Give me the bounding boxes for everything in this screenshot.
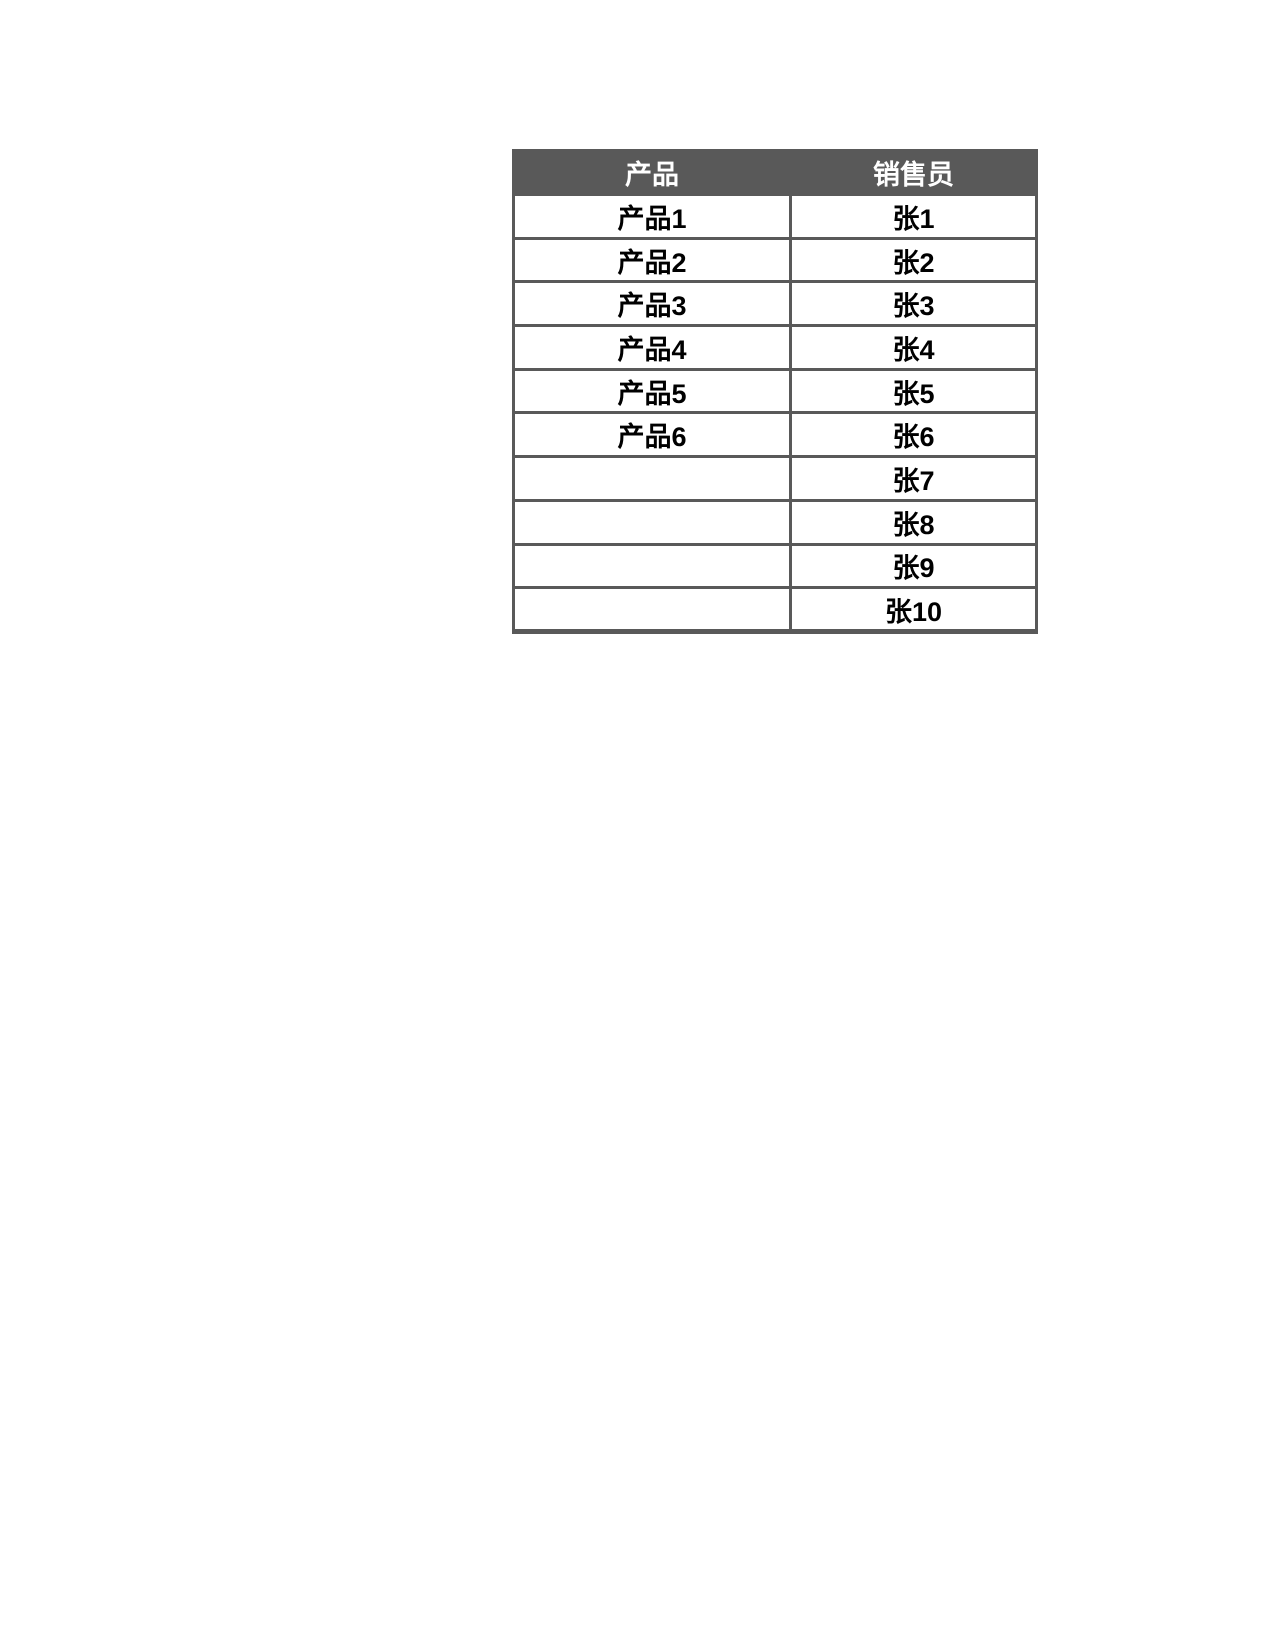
product-cell[interactable]: 产品4 [512,324,792,371]
product-salesperson-table: 产品 销售员 产品1 张1 产品2 张2 产品3 张3 产品4 张4 产品5 张5 产品6 张6 张7 张… [512,149,1038,634]
table-row: 产品6 张6 [512,411,1038,459]
salesperson-cell[interactable]: 张9 [789,542,1038,590]
table-row: 张8 [512,498,1038,546]
table-row: 产品2 张2 [512,236,1038,284]
product-cell[interactable] [512,498,792,546]
salesperson-cell[interactable]: 张5 [789,367,1038,415]
table-row: 产品4 张4 [512,324,1038,371]
table-header: 产品 销售员 [512,149,1038,196]
salesperson-cell[interactable]: 张6 [789,411,1038,459]
salesperson-cell[interactable]: 张4 [789,324,1038,371]
salesperson-cell[interactable]: 张8 [789,498,1038,546]
product-cell[interactable] [512,542,792,590]
table-row: 产品3 张3 [512,280,1038,328]
salesperson-cell[interactable]: 张7 [789,455,1038,502]
header-row: 产品 销售员 [512,149,1038,196]
table-row: 张9 [512,542,1038,590]
salesperson-cell[interactable]: 张10 [789,586,1038,633]
table-row: 产品1 张1 [512,193,1038,240]
salesperson-header-cell[interactable]: 销售员 [789,149,1038,196]
product-cell[interactable] [512,455,792,502]
table-row: 张7 [512,455,1038,502]
table-row: 产品5 张5 [512,367,1038,415]
product-cell[interactable]: 产品5 [512,367,792,415]
salesperson-cell[interactable]: 张2 [789,236,1038,284]
table-row: 张10 [512,586,1038,633]
product-cell[interactable]: 产品3 [512,280,792,328]
salesperson-cell[interactable]: 张1 [789,193,1038,240]
product-cell[interactable]: 产品2 [512,236,792,284]
table-body: 产品1 张1 产品2 张2 产品3 张3 产品4 张4 产品5 张5 产品6 张6 张7 张8 张9 张10 [512,193,1038,633]
salesperson-cell[interactable]: 张3 [789,280,1038,328]
product-cell[interactable]: 产品6 [512,411,792,459]
product-cell[interactable] [512,586,792,633]
product-cell[interactable]: 产品1 [512,193,792,240]
product-header-cell[interactable]: 产品 [512,149,792,196]
